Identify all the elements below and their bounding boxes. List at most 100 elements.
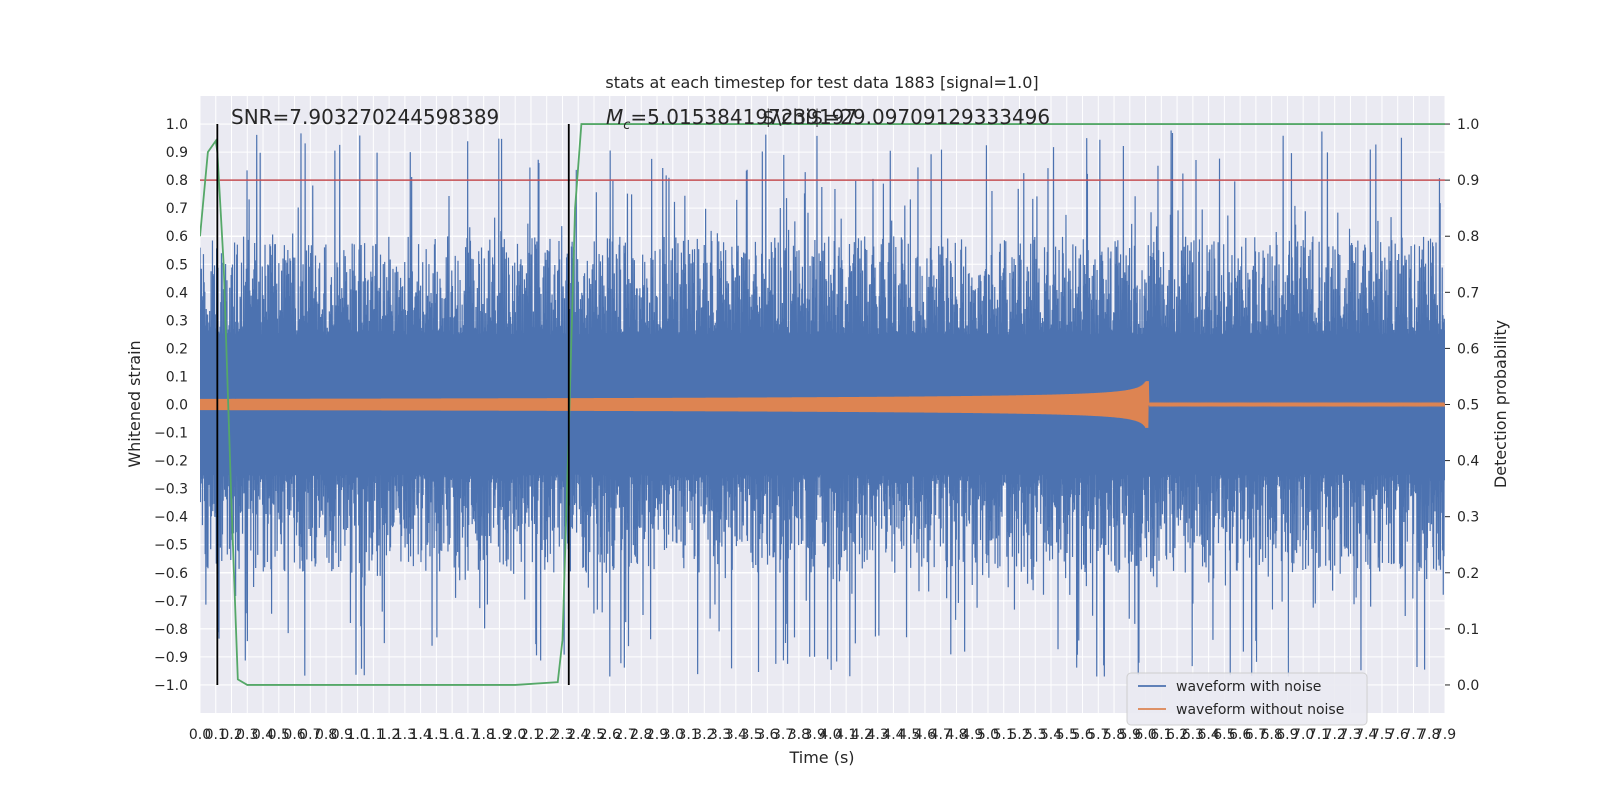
- series-waveform-without-noise: [200, 381, 1445, 428]
- x-tick-label: 0.5: [268, 727, 290, 743]
- series-waveform-with-noise: [200, 130, 1445, 677]
- x-tick-label: 7.6: [1387, 727, 1409, 743]
- x-tick-label: 0.3: [236, 727, 258, 743]
- x-tick-label: 1.4: [410, 727, 432, 743]
- y-tick-label: −0.4: [154, 510, 188, 526]
- left-y-tick-labels: 1.0 0.9 0.8 0.7 0.6 0.5 0.4 0.3 0.2 0.1 0.0 −0.1 −0.…: [154, 117, 188, 694]
- x-tick-label: 2.9: [646, 727, 668, 743]
- x-tick-label: 5.9: [1119, 727, 1141, 743]
- x-tick-label: 5.2: [1008, 727, 1030, 743]
- x-tick-label: 6.4: [1197, 727, 1219, 743]
- x-tick-label: 1.2: [378, 727, 400, 743]
- right-y-tick-label: 0.9: [1457, 173, 1479, 189]
- y-tick-label: −1.0: [154, 678, 188, 694]
- x-tick-label: 3.8: [788, 727, 810, 743]
- x-tick-label: 6.3: [1182, 727, 1204, 743]
- y-tick-label: −0.3: [154, 482, 188, 498]
- x-tick-label: 2.3: [551, 727, 573, 743]
- legend-label-noise: waveform with noise: [1176, 679, 1321, 695]
- x-tick-label: 2.0: [504, 727, 526, 743]
- x-axis-label: Time (s): [788, 748, 854, 767]
- x-tick-label: 1.0: [346, 727, 368, 743]
- x-tick-label: 6.8: [1261, 727, 1283, 743]
- right-y-tick-label: 0.4: [1457, 454, 1479, 470]
- y-tick-label: −0.9: [154, 650, 188, 666]
- x-tick-label: 0.1: [205, 727, 227, 743]
- x-tick-label: 0.4: [252, 727, 274, 743]
- x-tick-label: 4.4: [882, 727, 904, 743]
- x-tick-label: 4.3: [867, 727, 889, 743]
- x-tick-label: 5.8: [1103, 727, 1125, 743]
- right-y-axis-label: Detection probability: [1491, 320, 1510, 488]
- snr-annotation: SNR=7.903270244598389: [231, 105, 499, 129]
- x-tick-label: 7.9: [1434, 727, 1456, 743]
- chart-title: stats at each timestep for test data 188…: [605, 73, 1038, 92]
- x-tick-label: 5.5: [1056, 727, 1078, 743]
- x-tick-label: 4.1: [835, 727, 857, 743]
- x-tick-label: 4.8: [945, 727, 967, 743]
- x-tick-label: 6.2: [1166, 727, 1188, 743]
- y-tick-label: 0.7: [166, 201, 188, 217]
- x-tick-label: 2.4: [567, 727, 589, 743]
- x-tick-label: 5.6: [1071, 727, 1093, 743]
- x-tick-label: 1.9: [488, 727, 510, 743]
- chirp-mass-annotation: Mc=5.015384197239197: [606, 105, 857, 133]
- x-tick-label: 0.9: [331, 727, 353, 743]
- x-tick-label: 4.7: [930, 727, 952, 743]
- x-tick-label: 2.5: [583, 727, 605, 743]
- right-y-tick-label: 0.5: [1457, 398, 1479, 414]
- y-tick-label: −0.8: [154, 622, 188, 638]
- x-tick-label: 7.4: [1355, 727, 1377, 743]
- right-y-tick-label: 0.6: [1457, 341, 1479, 357]
- x-tick-label: 3.5: [740, 727, 762, 743]
- x-tick-label: 4.6: [914, 727, 936, 743]
- x-tick-label: 4.5: [898, 727, 920, 743]
- x-tick-labels: 0.00.10.20.30.40.50.60.70.80.91.01.11.21…: [189, 727, 1456, 743]
- x-tick-label: 7.5: [1371, 727, 1393, 743]
- x-tick-label: 6.1: [1150, 727, 1172, 743]
- x-tick-label: 1.8: [473, 727, 495, 743]
- x-tick-label: 6.0: [1134, 727, 1156, 743]
- y-tick-label: 0.2: [166, 341, 188, 357]
- right-y-tick-label: 0.1: [1457, 622, 1479, 638]
- x-tick-label: 0.8: [315, 727, 337, 743]
- right-y-tick-label: 0.2: [1457, 566, 1479, 582]
- legend: waveform with noise waveform without noi…: [1126, 672, 1368, 726]
- x-tick-label: 7.0: [1292, 727, 1314, 743]
- right-y-tick-label: 0.7: [1457, 285, 1479, 301]
- y-tick-label: 0.3: [166, 313, 188, 329]
- x-tick-label: 7.1: [1308, 727, 1330, 743]
- x-tick-label: 7.7: [1402, 727, 1424, 743]
- x-tick-label: 2.7: [614, 727, 636, 743]
- x-tick-label: 6.5: [1213, 727, 1235, 743]
- x-tick-label: 3.7: [772, 727, 794, 743]
- x-tick-label: 4.9: [961, 727, 983, 743]
- x-tick-label: 1.6: [441, 727, 463, 743]
- x-tick-label: 3.2: [693, 727, 715, 743]
- x-tick-label: 0.7: [299, 727, 321, 743]
- y-tick-label: 0.5: [166, 257, 188, 273]
- x-tick-label: 5.3: [1024, 727, 1046, 743]
- x-tick-label: 5.4: [1040, 727, 1062, 743]
- right-y-tick-label: 1.0: [1457, 117, 1479, 133]
- x-tick-label: 6.6: [1229, 727, 1251, 743]
- x-tick-label: 2.1: [520, 727, 542, 743]
- x-tick-label: 3.0: [662, 727, 684, 743]
- x-tick-label: 0.2: [220, 727, 242, 743]
- x-tick-label: 2.6: [599, 727, 621, 743]
- chirp-mass-subscript: c: [623, 118, 630, 133]
- y-tick-label: 0.0: [166, 398, 188, 414]
- x-tick-label: 3.3: [709, 727, 731, 743]
- y-tick-label: 1.0: [166, 117, 188, 133]
- right-y-tick-label: 0.8: [1457, 229, 1479, 245]
- x-tick-label: 3.4: [725, 727, 747, 743]
- x-tick-label: 1.5: [425, 727, 447, 743]
- x-tick-label: 7.8: [1418, 727, 1440, 743]
- x-tick-label: 3.1: [677, 727, 699, 743]
- legend-label-clean: waveform without noise: [1176, 702, 1344, 718]
- x-tick-label: 4.0: [819, 727, 841, 743]
- y-tick-label: 0.8: [166, 173, 188, 189]
- y-tick-label: 0.9: [166, 145, 188, 161]
- x-tick-label: 2.8: [630, 727, 652, 743]
